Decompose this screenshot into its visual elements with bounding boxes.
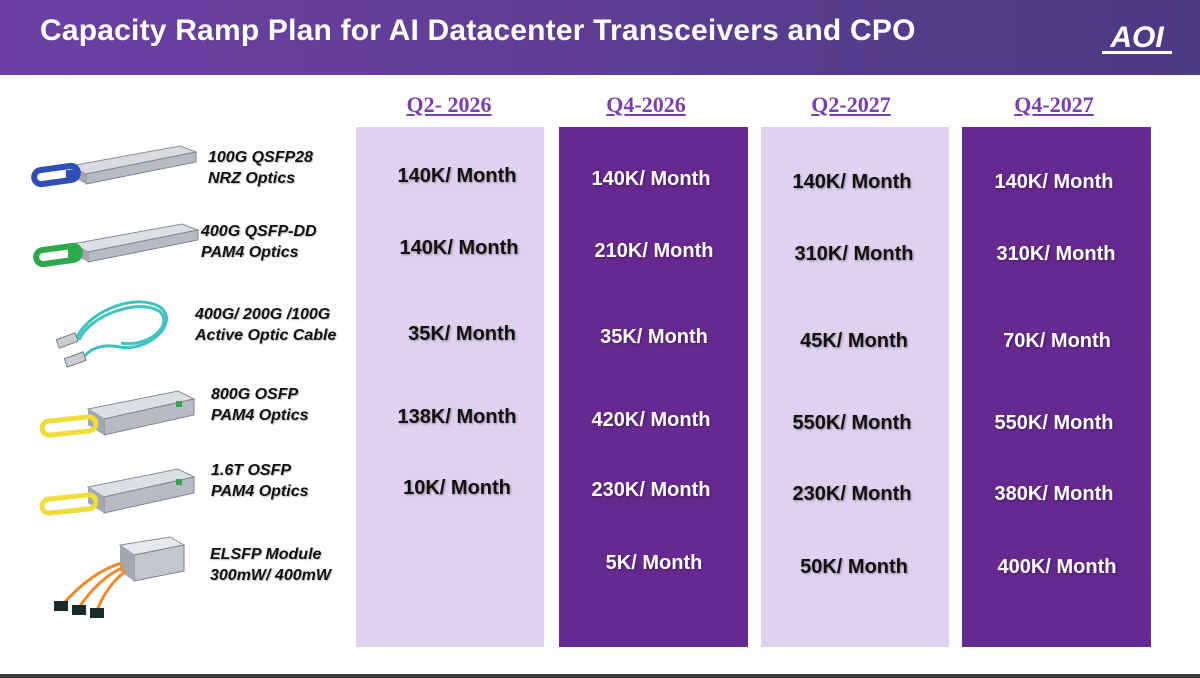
column-q2-2026 xyxy=(356,127,544,647)
product-type: NRZ Optics xyxy=(208,170,296,187)
active-optical-cable-icon xyxy=(55,300,168,368)
capacity-cell: 35K/ Month xyxy=(408,323,516,345)
product-name: 400G/ 200G /100G xyxy=(195,306,331,323)
product-label-qsfp28: 100G QSFP28 NRZ Optics xyxy=(208,147,313,189)
capacity-cell: 5K/ Month xyxy=(605,552,703,574)
quarter-heading-q2-2027: Q2-2027 xyxy=(811,92,891,117)
osfp-1-6t-transceiver-icon xyxy=(39,468,196,516)
capacity-cell: 380K/ Month xyxy=(994,483,1114,505)
quarter-heading-q2-2026: Q2- 2026 xyxy=(406,92,492,117)
title-bar: Capacity Ramp Plan for AI Datacenter Tra… xyxy=(0,0,1200,75)
quarter-heading-q4-2027: Q4-2027 xyxy=(1014,92,1094,117)
elsfp-module-icon xyxy=(54,536,186,618)
product-label-osfp-1-6t: 1.6T OSFP PAM4 Optics xyxy=(211,460,309,502)
capacity-cell: 550K/ Month xyxy=(792,412,912,434)
product-name: ELSFP Module xyxy=(210,546,322,563)
capacity-cell: 138K/ Month xyxy=(397,406,517,428)
product-label-aoc: 400G/ 200G /100G Active Optic Cable xyxy=(195,304,336,346)
qsfp28-transceiver-icon xyxy=(31,145,198,188)
bottom-divider xyxy=(0,674,1200,678)
product-name: 100G QSFP28 xyxy=(208,149,313,166)
product-name: 400G QSFP-DD xyxy=(201,223,317,240)
capacity-cell: 35K/ Month xyxy=(600,326,708,348)
osfp-800g-transceiver-icon xyxy=(39,390,196,438)
column-q4-2026 xyxy=(559,127,748,647)
column-q4-2027 xyxy=(962,127,1151,647)
capacity-cell: 230K/ Month xyxy=(792,483,912,505)
capacity-cell: 140K/ Month xyxy=(399,237,519,259)
capacity-cell: 45K/ Month xyxy=(800,330,908,352)
product-label-qsfp-dd: 400G QSFP-DD PAM4 Optics xyxy=(201,221,317,263)
aoi-logo: AOI xyxy=(1102,21,1172,54)
page-title: Capacity Ramp Plan for AI Datacenter Tra… xyxy=(40,14,916,47)
capacity-cell: 310K/ Month xyxy=(794,243,914,265)
capacity-cell: 140K/ Month xyxy=(792,171,912,193)
product-name: 800G OSFP xyxy=(211,386,299,403)
capacity-cell: 230K/ Month xyxy=(591,479,711,501)
product-label-osfp-800g: 800G OSFP PAM4 Optics xyxy=(211,384,309,426)
capacity-cell: 400K/ Month xyxy=(997,556,1117,578)
capacity-cell: 140K/ Month xyxy=(397,165,517,187)
capacity-cell: 10K/ Month xyxy=(403,477,511,499)
product-label-elsfp: ELSFP Module 300mW/ 400mW xyxy=(210,544,331,586)
capacity-cell: 50K/ Month xyxy=(800,556,908,578)
capacity-cell: 140K/ Month xyxy=(994,171,1114,193)
capacity-cell: 310K/ Month xyxy=(996,243,1116,265)
capacity-cell: 210K/ Month xyxy=(594,240,714,262)
product-type: Active Optic Cable xyxy=(195,327,337,344)
product-name: 1.6T OSFP xyxy=(211,462,292,479)
product-type: PAM4 Optics xyxy=(201,244,299,261)
svg-text:AOI: AOI xyxy=(1109,21,1164,54)
product-type: PAM4 Optics xyxy=(211,407,309,424)
quarter-heading-q4-2026: Q4-2026 xyxy=(606,92,686,117)
qsfp-dd-transceiver-icon xyxy=(33,223,200,268)
product-type: PAM4 Optics xyxy=(211,483,309,500)
capacity-cell: 550K/ Month xyxy=(994,412,1114,434)
capacity-cell: 420K/ Month xyxy=(591,409,711,431)
capacity-cell: 70K/ Month xyxy=(1003,330,1111,352)
column-q2-2027 xyxy=(761,127,949,647)
product-type: 300mW/ 400mW xyxy=(210,567,331,584)
capacity-cell: 140K/ Month xyxy=(591,168,711,190)
